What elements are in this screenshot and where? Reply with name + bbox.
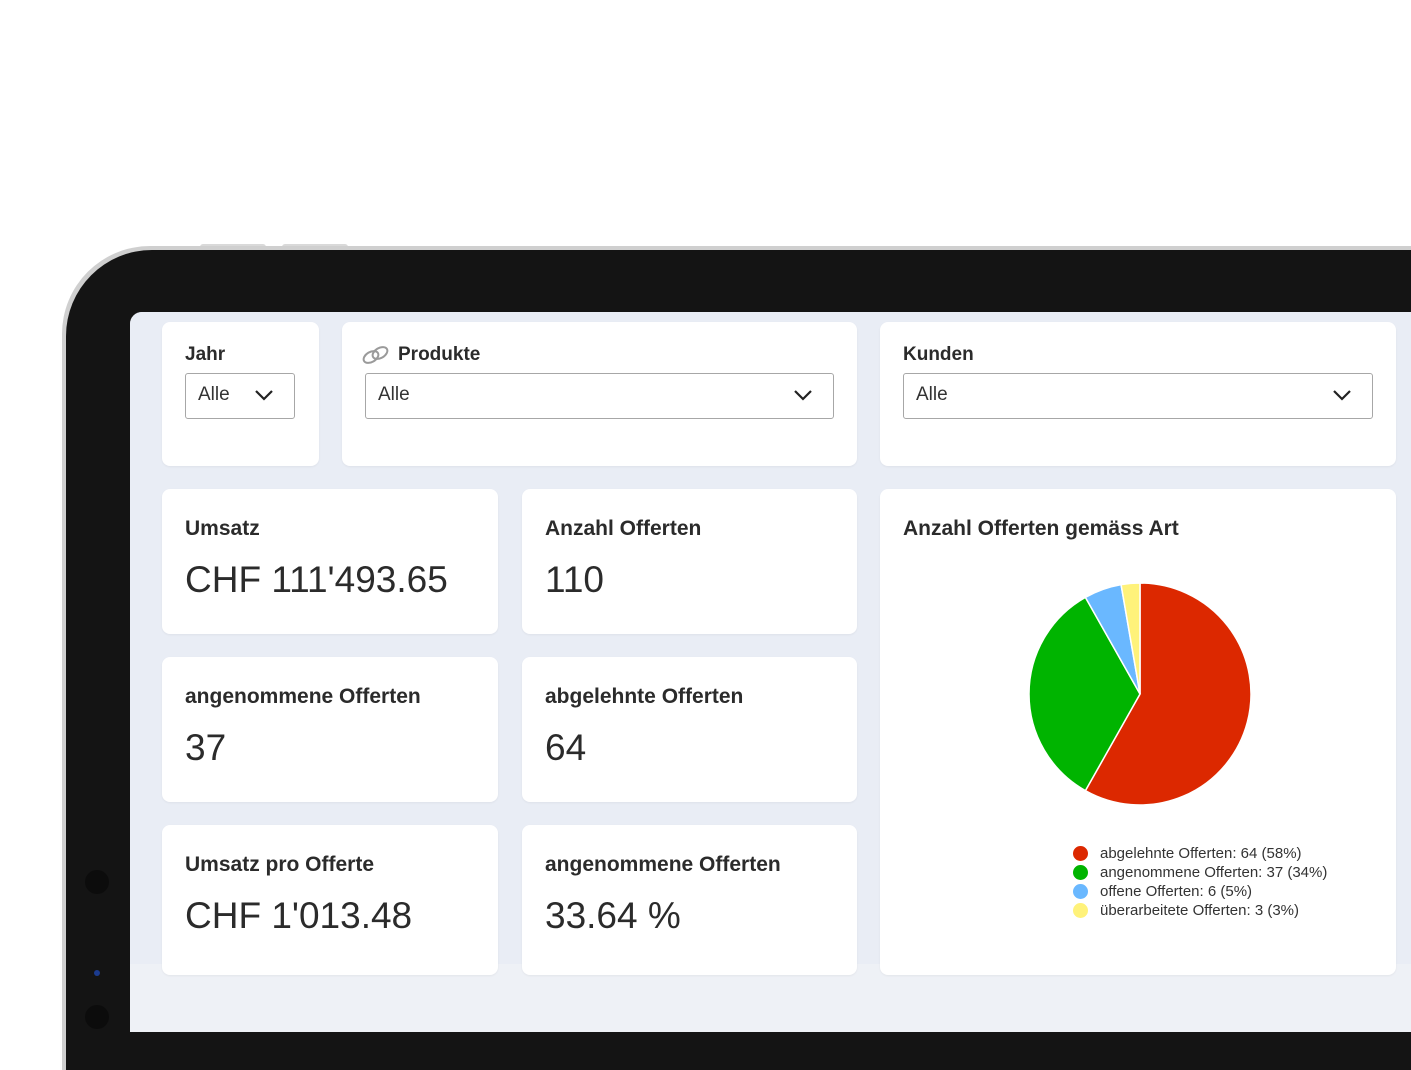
- products-filter-label: Produkte: [398, 344, 481, 365]
- kpi-value: CHF 1'013.48: [185, 895, 413, 936]
- tablet-screen: Jahr Alle Produkte Alle: [130, 312, 1411, 1032]
- kpi-title: Anzahl Offerten: [545, 517, 702, 540]
- customers-select-value: Alle: [916, 384, 948, 405]
- volume-button: [200, 244, 266, 251]
- legend-item: offene Offerten: 6 (5%): [1073, 882, 1327, 901]
- pie-slice[interactable]: [1120, 582, 1141, 695]
- customers-select[interactable]: Alle: [903, 373, 1373, 419]
- pie-chart: [1028, 582, 1252, 806]
- camera-lens-icon: [94, 970, 100, 976]
- year-filter-label: Jahr: [185, 344, 226, 365]
- kpi-title: Umsatz pro Offerte: [185, 853, 375, 876]
- legend-label: offene Offerten: 6 (5%): [1100, 883, 1253, 900]
- legend-item: angenommene Offerten: 37 (34%): [1073, 863, 1327, 882]
- year-select-value: Alle: [198, 384, 230, 405]
- kpi-title: Umsatz: [185, 517, 260, 540]
- legend-item: abgelehnte Offerten: 64 (58%): [1073, 844, 1327, 863]
- legend-swatch: [1073, 903, 1088, 918]
- dashboard: Jahr Alle Produkte Alle: [130, 312, 1411, 975]
- chevron-down-icon: [255, 390, 273, 401]
- volume-button: [282, 244, 348, 251]
- kpi-card-offer-count: Anzahl Offerten 110: [522, 489, 857, 634]
- chart-legend: abgelehnte Offerten: 64 (58%) angenommen…: [1073, 844, 1327, 920]
- chevron-down-icon: [1333, 390, 1351, 401]
- legend-item: überarbeitete Offerten: 3 (3%): [1073, 901, 1327, 920]
- legend-label: angenommene Offerten: 37 (34%): [1100, 864, 1328, 881]
- kpi-card-rejected: abgelehnte Offerten 64: [522, 657, 857, 802]
- kpi-value: 37: [185, 727, 227, 768]
- legend-swatch: [1073, 846, 1088, 861]
- products-select[interactable]: Alle: [365, 373, 834, 419]
- kpi-card-revenue-per-offer: Umsatz pro Offerte CHF 1'013.48: [162, 825, 498, 975]
- kpi-title: angenommene Offerten: [545, 853, 781, 876]
- camera-icon: [85, 870, 109, 894]
- legend-label: überarbeitete Offerten: 3 (3%): [1100, 902, 1299, 919]
- products-select-value: Alle: [378, 384, 410, 405]
- chevron-down-icon: [794, 390, 812, 401]
- filter-card-products: Produkte Alle: [342, 322, 857, 466]
- kpi-title: abgelehnte Offerten: [545, 685, 744, 708]
- legend-swatch: [1073, 865, 1088, 880]
- kpi-title: angenommene Offerten: [185, 685, 421, 708]
- kpi-card-accepted: angenommene Offerten 37: [162, 657, 498, 802]
- filter-card-year: Jahr Alle: [162, 322, 319, 466]
- kpi-value: 110: [545, 559, 604, 600]
- kpi-value: CHF 111'493.65: [185, 559, 448, 600]
- filter-card-customers: Kunden Alle: [880, 322, 1396, 466]
- kpi-card-revenue: Umsatz CHF 111'493.65: [162, 489, 498, 634]
- kpi-value: 33.64 %: [545, 895, 681, 936]
- year-select[interactable]: Alle: [185, 373, 295, 419]
- chart-card: Anzahl Offerten gemäss Art abgelehnte Of…: [880, 489, 1396, 975]
- link-icon[interactable]: [360, 344, 392, 366]
- sensor-icon: [85, 1005, 109, 1029]
- kpi-value: 64: [545, 727, 587, 768]
- pie-slice[interactable]: [1084, 582, 1252, 806]
- chart-title: Anzahl Offerten gemäss Art: [903, 517, 1179, 540]
- legend-label: abgelehnte Offerten: 64 (58%): [1100, 845, 1302, 862]
- customers-filter-label: Kunden: [903, 344, 974, 365]
- kpi-card-acceptance-rate: angenommene Offerten 33.64 %: [522, 825, 857, 975]
- legend-swatch: [1073, 884, 1088, 899]
